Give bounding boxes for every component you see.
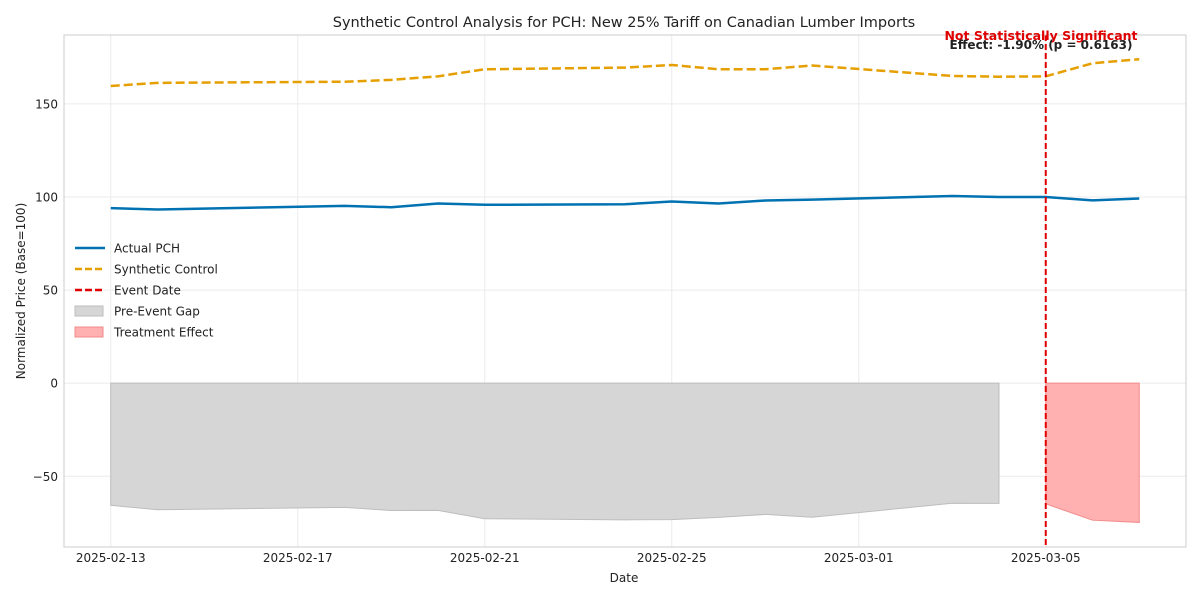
legend-label: Event Date: [114, 284, 181, 298]
legend-swatch-pre-event-gap: [74, 305, 104, 317]
chart-title: Synthetic Control Analysis for PCH: New …: [333, 15, 915, 31]
actual-pch-line: [110, 194, 1140, 211]
legend-label: Actual PCH: [114, 242, 180, 256]
y-tick-label: 150: [35, 97, 58, 111]
y-tick-label: 0: [50, 377, 58, 391]
y-tick-label: 100: [35, 190, 58, 204]
legend-label: Synthetic Control: [114, 263, 218, 277]
x-tick-label: 2025-02-17: [263, 551, 333, 565]
significance-annotation: Not Statistically Significant: [944, 28, 1137, 43]
legend-label: Pre-Event Gap: [114, 305, 200, 319]
series-lines: [110, 57, 1140, 211]
legend: Actual PCH Synthetic Control Event Date Pre…: [74, 242, 218, 340]
x-axis-label: Date: [610, 571, 639, 585]
legend-label: Treatment Effect: [113, 326, 214, 340]
legend-swatch-treatment-effect: [74, 326, 104, 338]
y-axis-label: Normalized Price (Base=100): [14, 203, 28, 380]
pre-event-gap-area: [110, 382, 1000, 521]
plot-frame: [63, 34, 1187, 548]
treatment-effect-area: [1045, 382, 1140, 523]
x-tick-label: 2025-03-05: [1011, 551, 1081, 565]
x-tick-label: 2025-02-25: [637, 551, 707, 565]
x-tick-label: 2025-03-01: [824, 551, 894, 565]
synthetic-control-line: [110, 57, 1140, 88]
fill-areas: [110, 382, 1140, 523]
y-tick-label: 50: [43, 284, 58, 298]
x-tick-label: 2025-02-21: [450, 551, 520, 565]
y-tick-label: −50: [33, 470, 58, 484]
x-tick-label: 2025-02-13: [76, 551, 146, 565]
effect-annotation: Effect: -1.90% (p = 0.6163): [950, 38, 1133, 52]
tick-labels: −50 0 50 100 150 2025-02-13 2025-02-17 2025-02-…: [33, 97, 1081, 565]
